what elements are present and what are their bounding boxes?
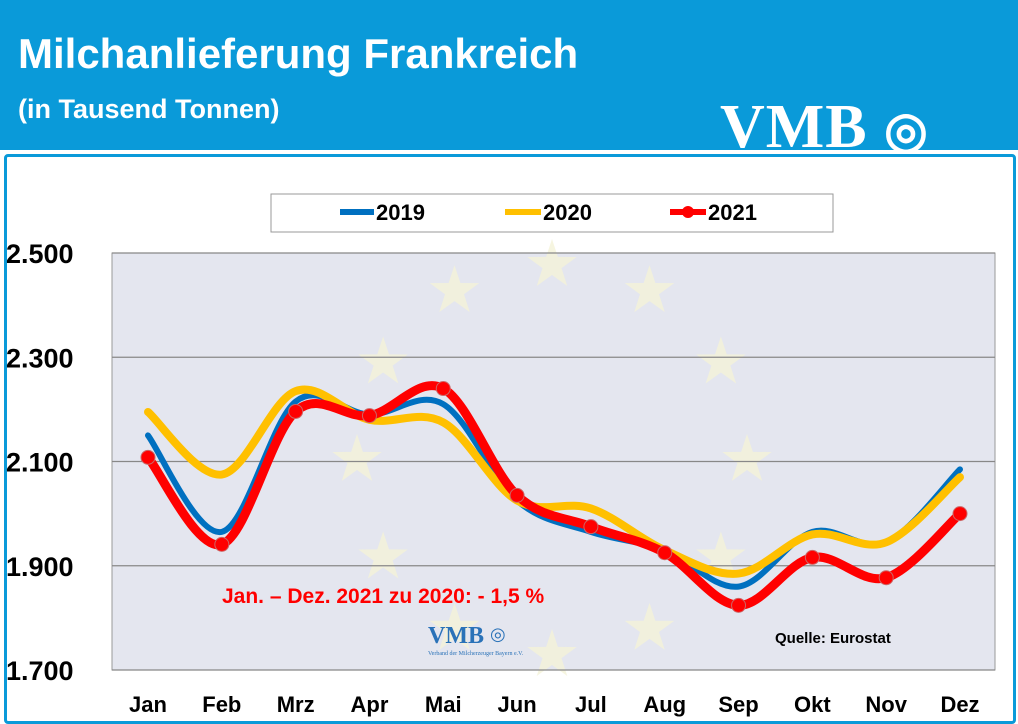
data-point-2021 xyxy=(509,487,525,503)
chart-frame xyxy=(4,154,1016,724)
chart-subtitle: (in Tausend Tonnen) xyxy=(18,94,280,124)
x-tick-label: Dez xyxy=(940,692,979,717)
x-tick-label: Okt xyxy=(794,692,831,717)
x-tick-label: Jan xyxy=(129,692,167,717)
vmb-logo: VMB ◎ xyxy=(720,93,929,161)
legend-label-2021: 2021 xyxy=(708,200,757,225)
y-tick-label: 1.900 xyxy=(6,552,74,582)
legend-label-2020: 2020 xyxy=(543,200,592,225)
data-point-2021 xyxy=(952,506,968,522)
data-point-2021 xyxy=(288,403,304,419)
eu-star-icon xyxy=(429,602,480,650)
header-bar: Milchanlieferung Frankreich (in Tausend … xyxy=(0,0,1018,161)
eu-star-icon xyxy=(527,629,577,677)
watermark-swirl-icon: ◎ xyxy=(490,624,506,645)
eu-star-icon xyxy=(624,265,675,313)
x-tick-label: Aug xyxy=(643,692,686,717)
eu-star-icon xyxy=(696,531,746,579)
eu-star-icon xyxy=(358,336,408,384)
data-point-2021 xyxy=(214,536,230,552)
eu-stars-background xyxy=(332,239,772,677)
x-tick-label: Mai xyxy=(425,692,462,717)
legend-label-2019: 2019 xyxy=(376,200,425,225)
change-annotation: Jan. – Dez. 2021 zu 2020: - 1,5 % xyxy=(222,585,544,608)
data-point-2021 xyxy=(140,449,156,465)
data-point-2021 xyxy=(435,381,451,397)
eu-star-icon xyxy=(527,239,577,287)
eu-star-icon xyxy=(358,531,408,579)
x-tick-label: Jul xyxy=(575,692,607,717)
eu-star-icon xyxy=(722,434,772,482)
eu-star-icon xyxy=(429,265,480,313)
eu-star-icon xyxy=(624,602,675,650)
data-point-2021 xyxy=(657,545,673,561)
x-tick-label: Feb xyxy=(202,692,241,717)
legend: 2019 2020 2021 xyxy=(270,193,834,233)
logo-swirl-icon: ◎ xyxy=(884,102,929,158)
data-point-2021 xyxy=(878,570,894,586)
watermark-tagline: Verband der Milcherzeuger Bayern e.V. xyxy=(428,651,524,657)
eu-star-icon xyxy=(332,434,382,482)
data-point-2021 xyxy=(804,549,820,565)
legend-marker-2021 xyxy=(682,206,694,218)
y-tick-label: 1.700 xyxy=(6,656,74,686)
x-tick-label: Sep xyxy=(718,692,758,717)
y-tick-label: 2.500 xyxy=(6,239,74,269)
x-tick-label: Mrz xyxy=(277,692,315,717)
x-tick-label: Nov xyxy=(865,692,907,717)
chart-title: Milchanlieferung Frankreich xyxy=(18,30,579,77)
watermark-logo: VMB xyxy=(428,623,484,649)
data-point-2021 xyxy=(583,519,599,535)
data-point-2021 xyxy=(361,408,377,424)
x-tick-label: Jun xyxy=(498,692,537,717)
eu-star-icon xyxy=(696,336,746,384)
data-point-2021 xyxy=(731,597,747,613)
y-tick-label: 2.300 xyxy=(6,343,74,373)
source-label: Quelle: Eurostat xyxy=(775,630,891,647)
y-tick-label: 2.100 xyxy=(6,448,74,478)
x-tick-label: Apr xyxy=(351,692,389,717)
